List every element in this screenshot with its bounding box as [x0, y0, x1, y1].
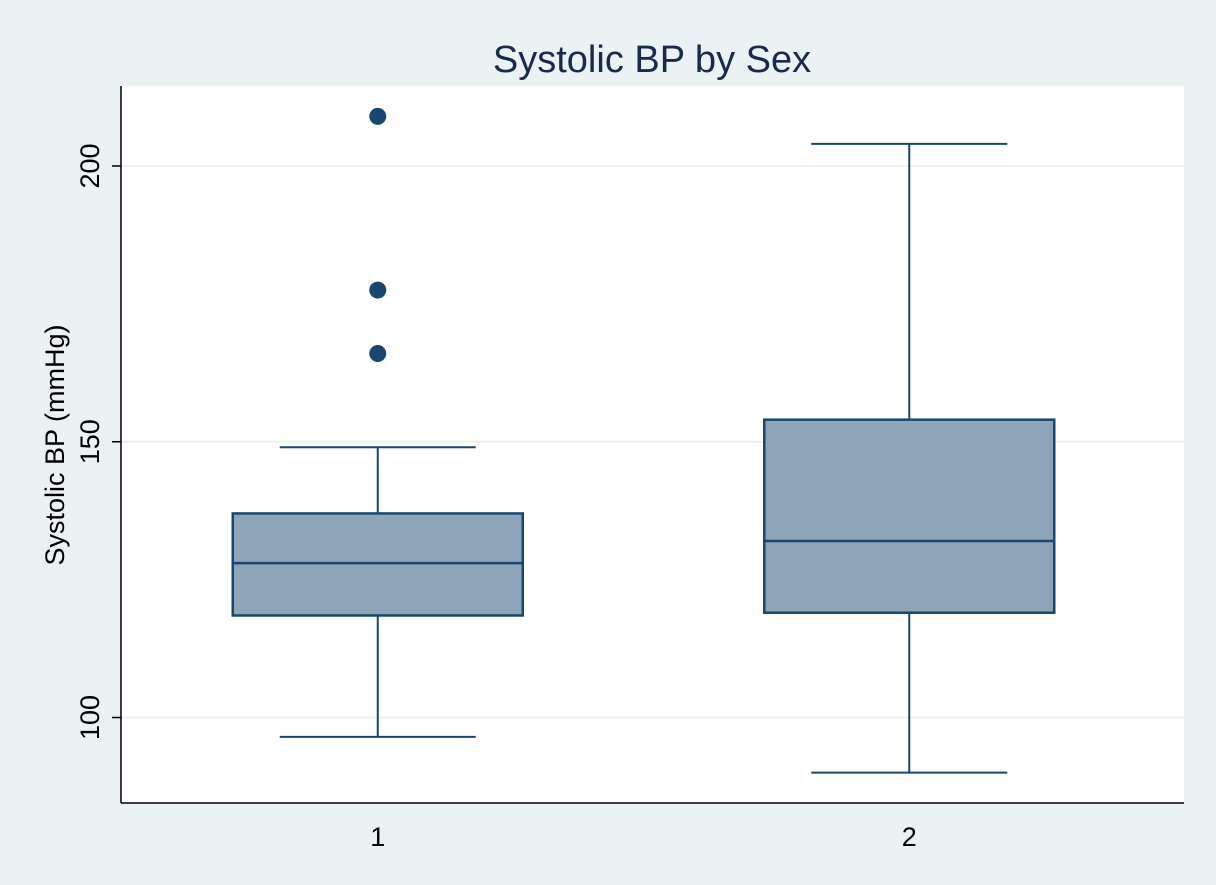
chart-title: Systolic BP by Sex [493, 39, 811, 81]
x-tick-label: 1 [370, 822, 385, 852]
axes [112, 86, 1184, 804]
outlier-point [369, 107, 387, 125]
iqr-box [231, 512, 524, 617]
y-tick-label: 200 [75, 143, 105, 188]
box-group [763, 142, 1056, 774]
labels: 100 150 200 1 2 [75, 143, 917, 852]
iqr-box [763, 418, 1056, 614]
y-axis-label: Systolic BP (mmHg) [40, 324, 70, 565]
box-group [231, 107, 524, 738]
y-tick-label: 100 [75, 695, 105, 740]
boxes [231, 107, 1056, 774]
outlier-point [369, 281, 387, 299]
y-tick-label: 150 [75, 419, 105, 464]
outlier-point [369, 344, 387, 362]
x-tick-label: 2 [902, 822, 917, 852]
